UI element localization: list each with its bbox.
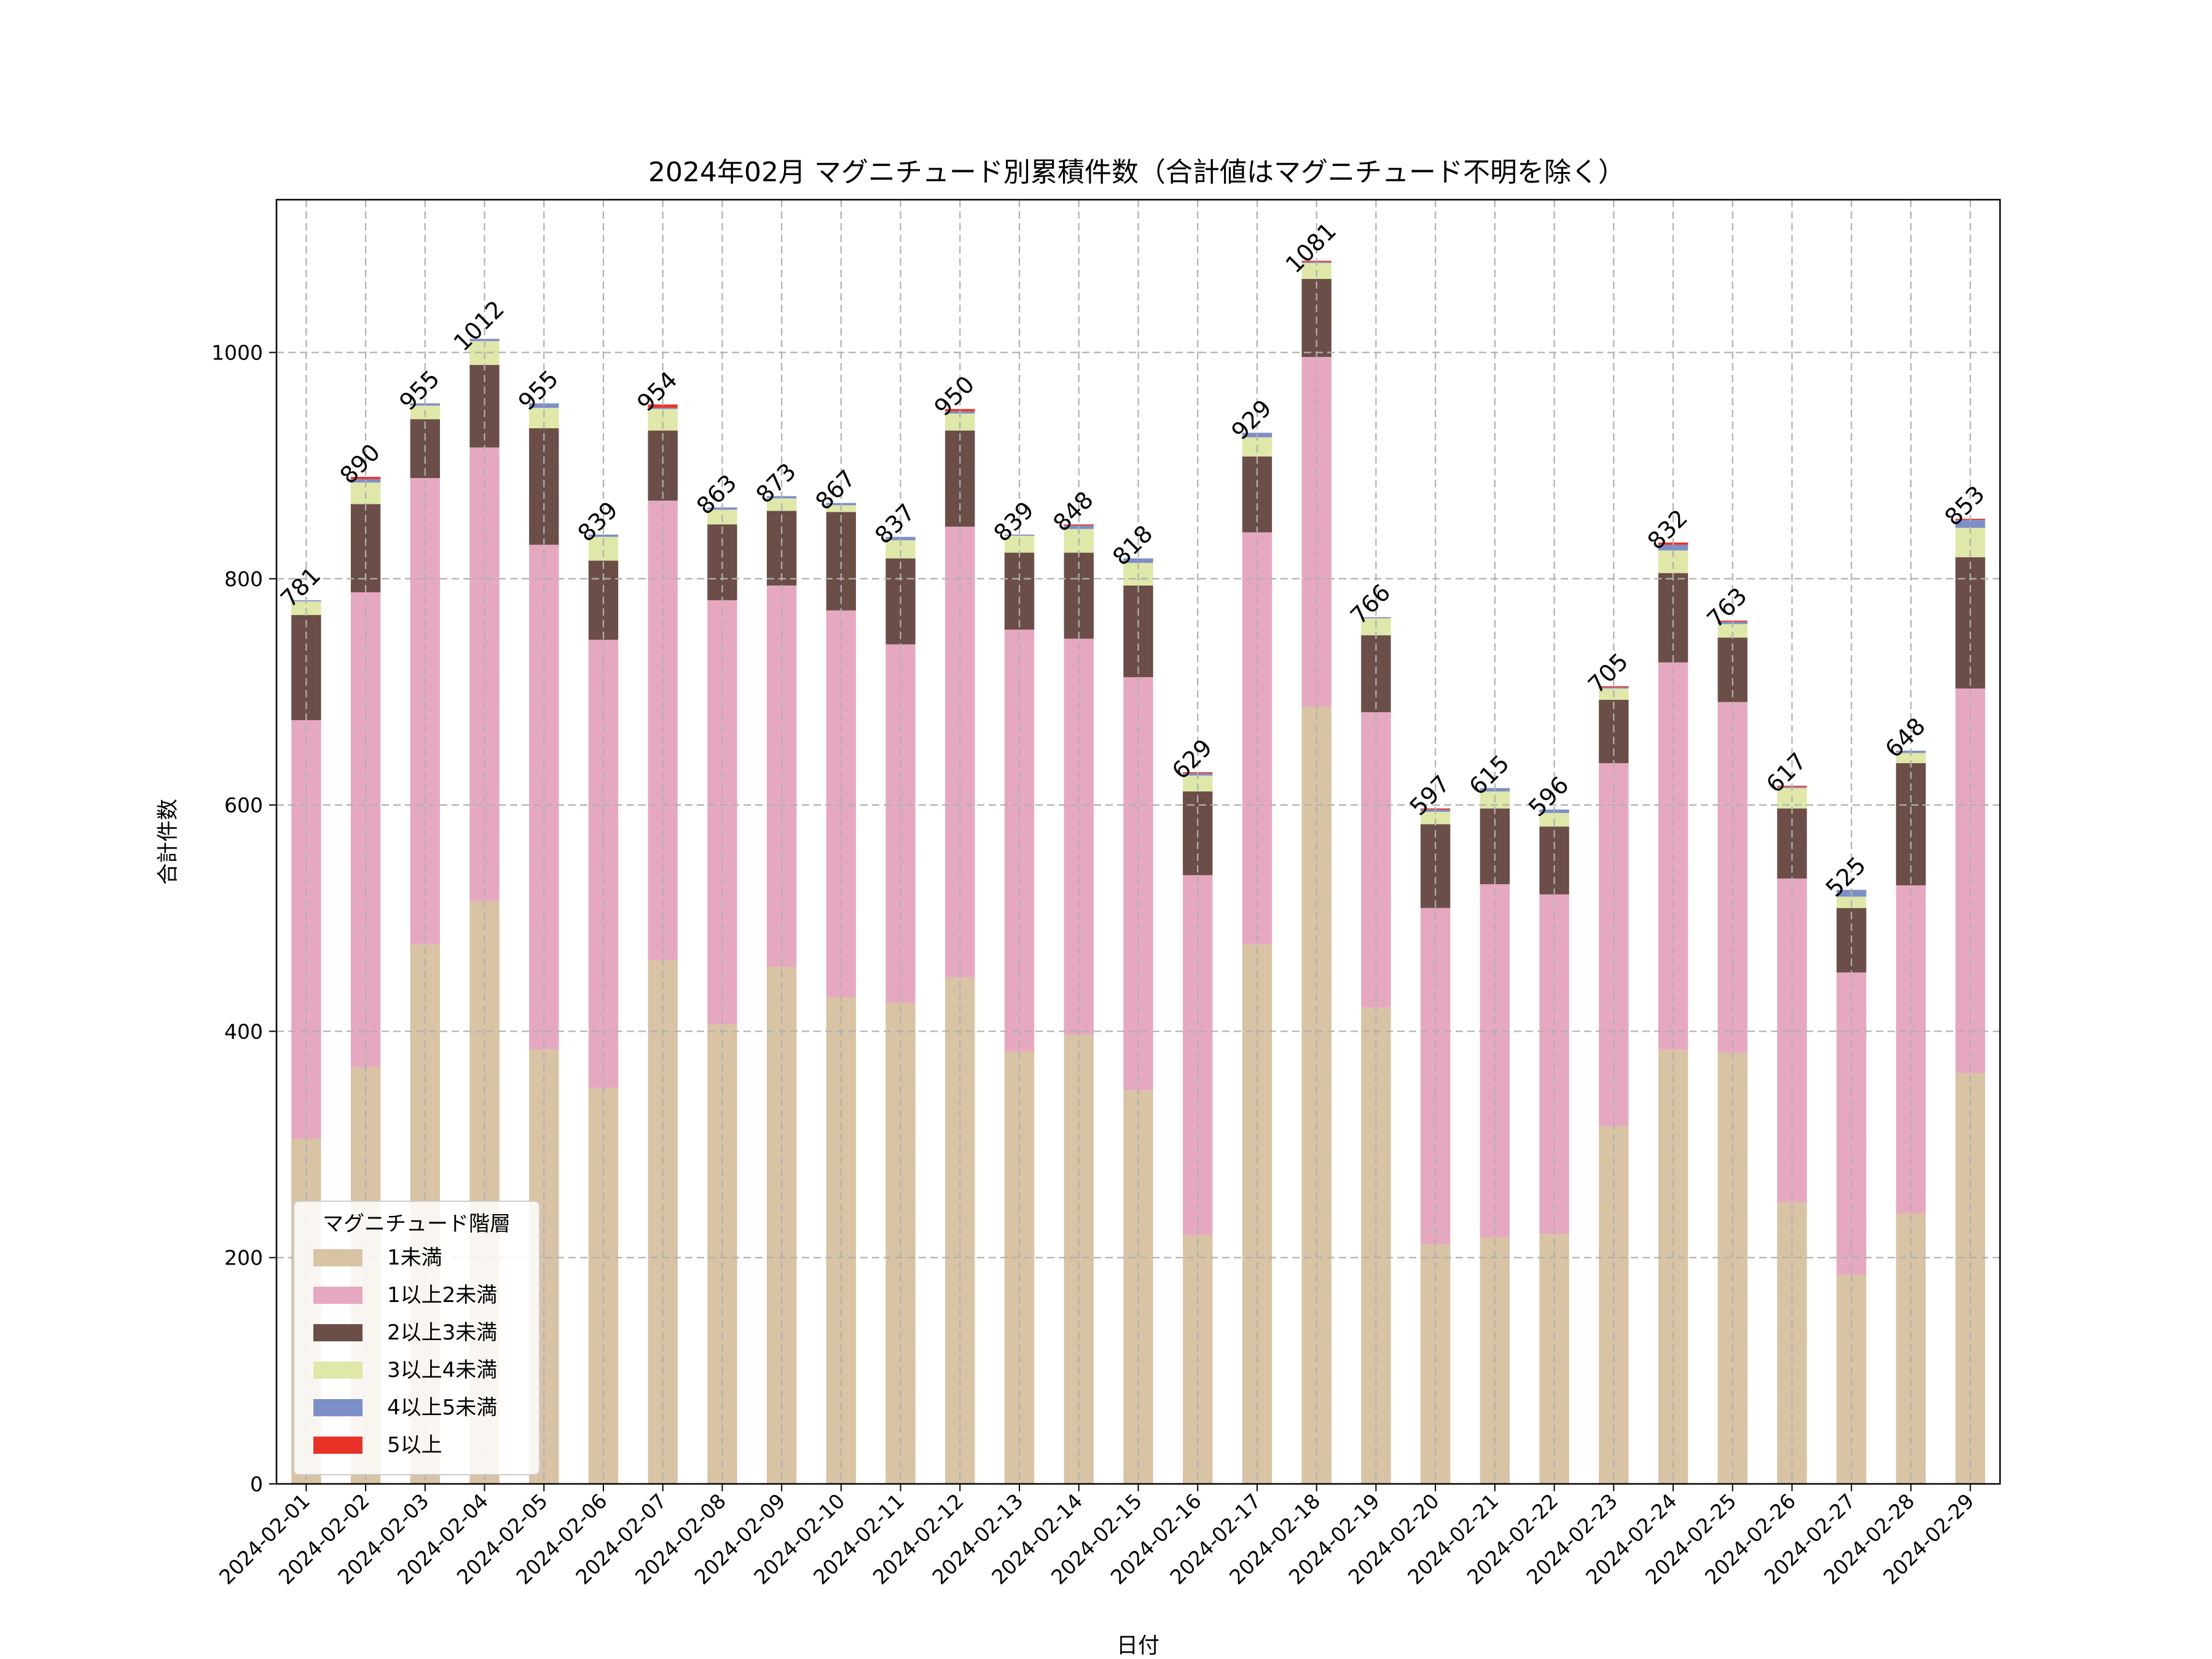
legend-swatch <box>313 1324 363 1341</box>
legend-swatch <box>313 1437 363 1454</box>
y-tick-label: 0 <box>250 1472 263 1496</box>
grid-lines <box>276 200 2000 1484</box>
bar-segment-2024-02-05-s4 <box>529 403 559 408</box>
y-tick-label: 400 <box>224 1019 263 1043</box>
x-axis-label: 日付 <box>1116 1634 1159 1658</box>
legend-swatch <box>313 1399 363 1416</box>
bar-segment-2024-02-10-s1 <box>826 610 857 998</box>
bar-segment-2024-02-15-s4 <box>1123 558 1153 563</box>
bar-segment-2024-02-23-s1 <box>1599 763 1629 1127</box>
legend-swatch <box>313 1287 363 1304</box>
bar-segment-2024-02-28-s3 <box>1896 753 1926 764</box>
bar-segment-2024-02-29-s4 <box>1955 520 1985 528</box>
legend-label: 4以上5未満 <box>387 1395 497 1420</box>
legend-swatch <box>313 1249 363 1266</box>
bar-segment-2024-02-20-s3 <box>1420 812 1451 825</box>
y-axis-label: 合計件数 <box>156 799 181 885</box>
bar-segment-2024-02-25-s3 <box>1717 624 1747 638</box>
legend-title: マグニチュード階層 <box>323 1212 511 1236</box>
bar-segment-2024-02-02-s5 <box>350 477 381 479</box>
bar-segment-2024-02-07-s4 <box>648 407 678 409</box>
legend-swatch <box>313 1362 363 1379</box>
y-tick-label: 800 <box>224 567 263 591</box>
legend-label: 3以上4未満 <box>387 1358 497 1382</box>
bar-segment-2024-02-01-s3 <box>291 601 321 615</box>
bar-segment-2024-02-26-s0 <box>1777 1202 1807 1484</box>
bar-segment-2024-02-03-s1 <box>410 477 440 944</box>
bar-segment-2024-02-23-s4 <box>1599 687 1629 689</box>
bar-segment-2024-02-06-s4 <box>588 535 619 537</box>
bar-segment-2024-02-21-s1 <box>1480 884 1510 1237</box>
bar-segment-2024-02-09-s2 <box>766 511 797 586</box>
y-tick-label: 600 <box>224 793 263 817</box>
y-tick-label: 200 <box>224 1246 263 1270</box>
legend-label: 1以上2未満 <box>387 1283 497 1308</box>
chart-title: 2024年02月 マグニチュード別累積件数（合計値はマグニチュード不明を除く） <box>648 157 1625 188</box>
bar-segment-2024-02-13-s1 <box>1004 629 1035 1052</box>
bar-segment-2024-02-07-s2 <box>648 430 678 501</box>
y-tick-label: 1000 <box>211 341 263 365</box>
bar-segment-2024-02-19-s4 <box>1361 617 1391 619</box>
legend: マグニチュード階層 1未満 1以上2未満 2以上3未満 3以上4未満 4以上5未満 5以上 <box>293 1201 540 1475</box>
bar-segment-2024-02-14-s5 <box>1064 524 1094 526</box>
legend-label: 2以上3未満 <box>387 1320 497 1345</box>
legend-label: 1未満 <box>387 1245 442 1270</box>
bar-segment-2024-02-24-s4 <box>1658 544 1688 551</box>
bar-segment-2024-02-13-s4 <box>1004 535 1035 536</box>
legend-label: 5以上 <box>387 1433 442 1457</box>
bar-segment-2024-02-07-s5 <box>648 404 678 408</box>
bar-segment-2024-02-23-s5 <box>1599 686 1629 688</box>
